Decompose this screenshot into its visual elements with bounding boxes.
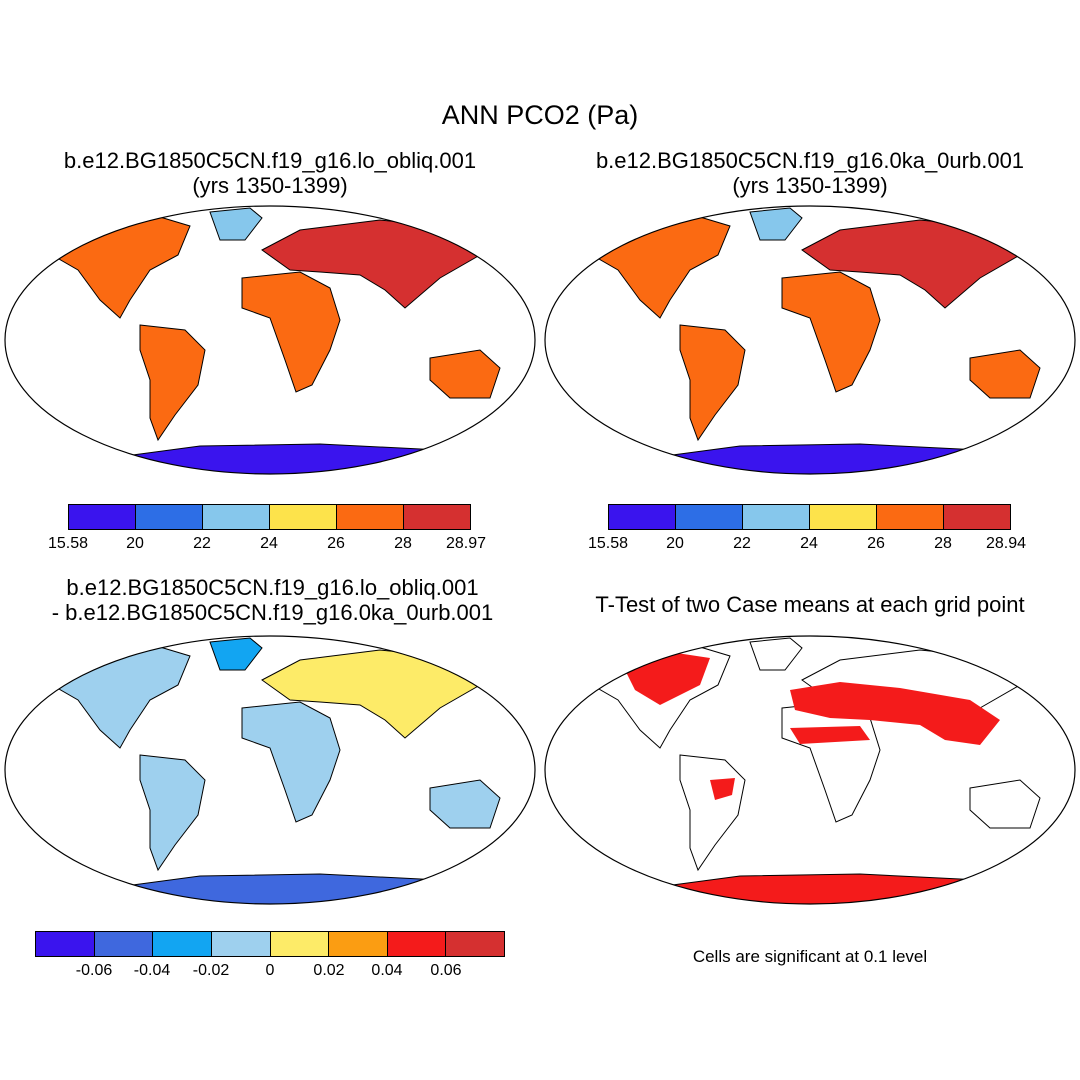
colorbar-label: -0.02 [192, 962, 230, 979]
colorbar-label: 15.58 [587, 535, 629, 552]
south-america [139, 324, 206, 442]
eurasia [261, 219, 481, 309]
panel3-map [4, 635, 536, 905]
australia [429, 779, 501, 829]
africa [781, 701, 881, 823]
colorbar-label: 24 [260, 535, 278, 552]
panel3-colorbar [35, 931, 505, 957]
colorbar-swatch [211, 932, 271, 956]
colorbar-swatch [877, 505, 944, 529]
panel4-title: T-Test of two Case means at each grid po… [595, 592, 1025, 617]
south-america [139, 754, 206, 872]
africa [781, 271, 881, 393]
colorbar-swatch [944, 505, 1010, 529]
colorbar-label: 20 [666, 535, 684, 552]
africa [241, 271, 341, 393]
greenland [209, 637, 263, 671]
significant-region-africa [790, 726, 870, 744]
colorbar-swatch [676, 505, 743, 529]
antarctica [634, 443, 1011, 474]
panel2-title-line1: b.e12.BG1850C5CN.f19_g16.0ka_0urb.001 [595, 148, 1025, 173]
colorbar-swatch [136, 505, 203, 529]
greenland [749, 637, 803, 671]
australia [969, 349, 1041, 399]
colorbar-label: -0.04 [133, 962, 171, 979]
panel1-title-line2: (yrs 1350-1399) [192, 173, 348, 199]
colorbar-label: 28.94 [985, 535, 1027, 552]
panel1-map [4, 205, 536, 475]
panel1-colorbar [68, 504, 471, 530]
colorbar-swatch [94, 932, 154, 956]
north-america [569, 213, 731, 319]
colorbar-label: 0 [265, 962, 275, 979]
panel1-title: b.e12.BG1850C5CN.f19_g16.lo_obliq.001 (y… [0, 148, 540, 199]
significant-region-south-america [710, 778, 735, 800]
colorbar-label: 20 [126, 535, 144, 552]
panel2-map [544, 205, 1076, 475]
africa [241, 701, 341, 823]
panel2-colorbar [608, 504, 1011, 530]
colorbar-swatch [270, 505, 337, 529]
south-america [679, 324, 746, 442]
colorbar-label: 28.97 [445, 535, 487, 552]
colorbar-label: 26 [867, 535, 885, 552]
significant-region-eurasia [790, 682, 1000, 745]
antarctica [94, 443, 471, 474]
colorbar-label: 28 [394, 535, 412, 552]
antarctica [634, 873, 1011, 904]
colorbar-label: 26 [327, 535, 345, 552]
colorbar-swatch [404, 505, 470, 529]
panel3-title: b.e12.BG1850C5CN.f19_g16.lo_obliq.001 - … [0, 575, 545, 626]
australia [429, 349, 501, 399]
colorbar-label: 0.06 [430, 962, 462, 979]
colorbar-swatch [387, 932, 447, 956]
greenland [209, 207, 263, 241]
significance-note: Cells are significant at 0.1 level [692, 947, 928, 966]
eurasia [261, 649, 481, 739]
colorbar-swatch [810, 505, 877, 529]
colorbar-label: 24 [800, 535, 818, 552]
colorbar-swatch [36, 932, 95, 956]
north-america [29, 643, 191, 749]
north-america [29, 213, 191, 319]
panel4-map [544, 635, 1076, 905]
colorbar-swatch [270, 932, 330, 956]
colorbar-swatch [329, 932, 388, 956]
colorbar-label: 0.02 [313, 962, 345, 979]
figure-title: ANN PCO2 (Pa) [441, 100, 639, 130]
colorbar-label: 22 [733, 535, 751, 552]
colorbar-swatch [337, 505, 404, 529]
colorbar-swatch [153, 932, 212, 956]
colorbar-swatch [203, 505, 270, 529]
colorbar-label: 0.04 [371, 962, 403, 979]
panel1-title-line1: b.e12.BG1850C5CN.f19_g16.lo_obliq.001 [63, 148, 477, 173]
antarctica [94, 873, 471, 904]
colorbar-swatch [69, 505, 136, 529]
colorbar-label: 22 [193, 535, 211, 552]
greenland [749, 207, 803, 241]
colorbar-swatch [446, 932, 504, 956]
colorbar-swatch [609, 505, 676, 529]
colorbar-label: -0.06 [75, 962, 113, 979]
panel2-title-line2: (yrs 1350-1399) [732, 173, 888, 199]
eurasia [801, 219, 1021, 309]
panel3-title-line1: b.e12.BG1850C5CN.f19_g16.lo_obliq.001 [66, 575, 479, 600]
south-america [679, 754, 746, 872]
colorbar-label: 15.58 [47, 535, 89, 552]
colorbar-label: 28 [934, 535, 952, 552]
australia [969, 779, 1041, 829]
panel3-title-line2: - b.e12.BG1850C5CN.f19_g16.0ka_0urb.001 [51, 600, 494, 626]
colorbar-swatch [743, 505, 810, 529]
panel2-title: b.e12.BG1850C5CN.f19_g16.0ka_0urb.001 (y… [540, 148, 1080, 199]
